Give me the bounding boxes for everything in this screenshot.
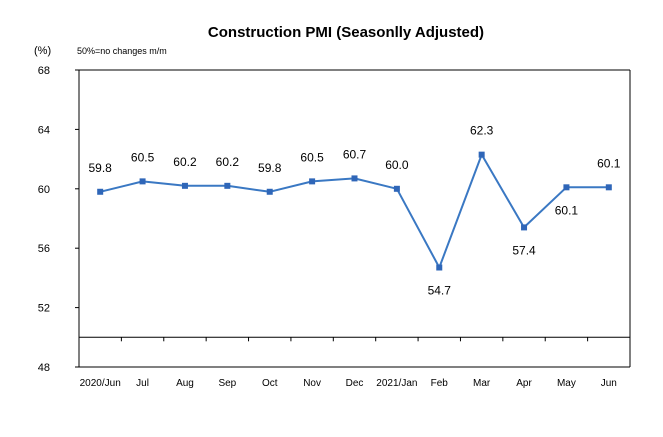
data-label: 59.8 (89, 161, 113, 175)
data-label: 59.8 (258, 161, 282, 175)
y-tick-label: 64 (38, 124, 50, 136)
data-point-marker (139, 178, 146, 185)
series-markers (97, 151, 612, 271)
data-label: 60.2 (173, 155, 197, 169)
x-tick-label: Sep (218, 378, 236, 389)
data-point-marker (521, 224, 528, 231)
data-label: 60.1 (597, 156, 621, 170)
x-tick-label: May (557, 378, 576, 389)
y-tick-label: 68 (38, 65, 50, 77)
chart-title: Construction PMI (Seasonlly Adjusted) (208, 24, 484, 41)
data-label: 60.5 (300, 150, 324, 164)
data-label: 62.3 (470, 124, 494, 138)
data-point-marker (478, 151, 485, 158)
data-point-marker (224, 182, 231, 189)
x-tick-label: 2020/Jun (80, 378, 121, 389)
data-point-marker (181, 182, 188, 189)
x-tick-label: Nov (303, 378, 321, 389)
axes (75, 69, 631, 368)
x-tick-label: Dec (346, 378, 364, 389)
data-point-marker (266, 188, 273, 195)
x-tick-label: Mar (473, 378, 491, 389)
data-label: 60.1 (555, 203, 579, 217)
x-tick-label: Aug (176, 378, 194, 389)
y-tick-label: 56 (38, 243, 50, 255)
data-label: 60.2 (216, 155, 240, 169)
data-point-marker (97, 188, 104, 195)
y-tick-label: 60 (38, 184, 50, 196)
y-tick-label: 52 (38, 303, 50, 315)
data-point-marker (309, 178, 316, 185)
tick-labels: 48 52 56 60 64 68 2020/Jun Jul Aug Sep Oct Nov Dec 20… (38, 65, 617, 389)
data-point-marker (563, 184, 570, 191)
x-tick-label: Apr (516, 378, 532, 389)
data-labels: 59.8 60.5 60.2 60.2 59.8 60.5 60.7 60.0 54.7 62.3… (89, 124, 621, 298)
y-tick-label: 48 (38, 362, 50, 374)
data-label: 57.4 (512, 243, 536, 257)
data-label: 54.7 (428, 284, 452, 298)
y-unit-label: (%) (34, 45, 51, 57)
data-point-marker (351, 175, 358, 182)
chart-note: 50%=no changes m/m (77, 46, 167, 56)
x-tick-label: Jul (136, 378, 149, 389)
data-label: 60.0 (385, 158, 409, 172)
x-tick-label: 2021/Jan (376, 378, 417, 389)
data-label: 60.7 (343, 147, 367, 161)
data-point-marker (393, 185, 400, 192)
x-tick-label: Oct (262, 378, 278, 389)
data-point-marker (605, 184, 612, 191)
data-point-marker (436, 264, 443, 271)
x-tick-label: Feb (431, 378, 449, 389)
data-label: 60.5 (131, 150, 155, 164)
x-tick-label: Jun (601, 378, 617, 389)
